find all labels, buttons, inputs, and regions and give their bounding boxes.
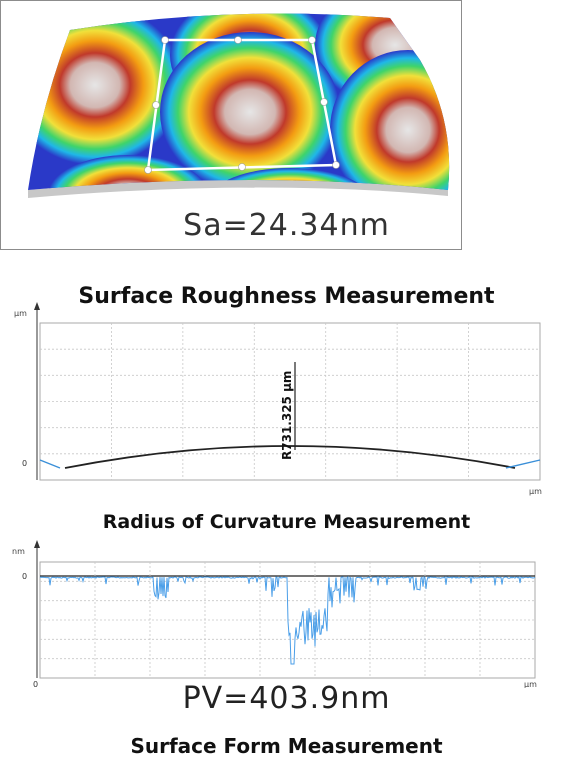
form-chart: nm 0 0 µm: [12, 540, 537, 688]
form-heading: Surface Form Measurement: [130, 734, 443, 758]
form-y-tick-0: 0: [22, 572, 27, 581]
form-series-line: [39, 575, 536, 665]
form-y-unit: nm: [12, 547, 25, 556]
curvature-x-unit: µm: [529, 487, 542, 496]
curvature-y-unit: µm: [14, 309, 27, 318]
form-x-unit: µm: [524, 680, 537, 688]
curvature-axes: µm µm 0: [14, 302, 542, 496]
pv-value-label: PV=403.9nm: [182, 681, 391, 716]
form-x-tick-0: 0: [33, 680, 38, 688]
form-grid: [40, 562, 535, 678]
curvature-y-tick-0: 0: [22, 459, 27, 468]
surface-roughness-panel: Sa=24.34nm: [0, 0, 462, 250]
surface-edge: [28, 180, 448, 198]
curvature-chart: µm µm 0 R731.325 µm: [14, 302, 542, 496]
surface-3d-render: [28, 13, 450, 198]
roughness-heading: Surface Roughness Measurement: [78, 284, 495, 309]
curvature-grid: [40, 323, 540, 480]
curvature-right-tail: [505, 459, 541, 469]
form-axes: nm 0 0 µm: [12, 540, 537, 688]
curvature-annotation: R731.325 µm: [280, 371, 294, 460]
selection-handles[interactable]: [144, 36, 340, 174]
curvature-heading: Radius of Curvature Measurement: [102, 511, 471, 533]
sa-value-label: Sa=24.34nm: [183, 208, 390, 243]
curvature-series-line: [64, 445, 516, 469]
curvature-left-tail: [39, 459, 61, 469]
